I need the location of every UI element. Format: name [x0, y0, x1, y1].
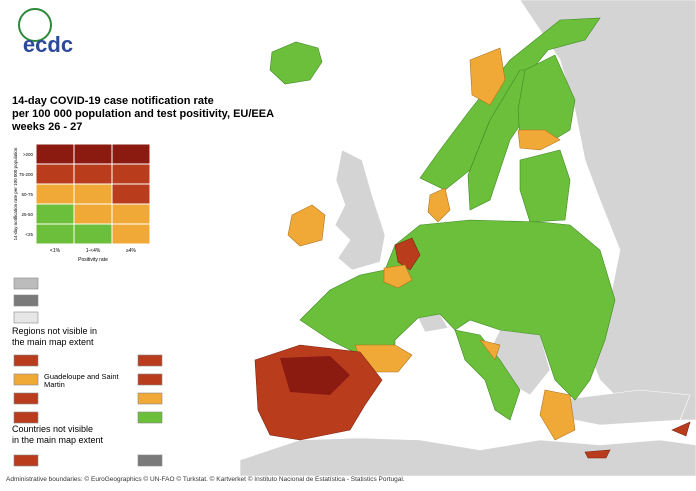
baltics: [519, 149, 571, 223]
legend-swatch: [13, 311, 39, 324]
legend-swatch: [13, 354, 39, 367]
finland: [517, 54, 576, 146]
legend-swatch: [137, 454, 163, 467]
legend-swatch: [13, 294, 39, 307]
matrix-cell: [111, 203, 151, 225]
footer: Administrative boundaries: © EuroGeograp…: [6, 475, 405, 483]
legend: Regions not visible in the main map exten…: [12, 277, 163, 467]
uk: [334, 149, 386, 271]
legend-swatch: [13, 277, 39, 290]
legend-swatch: [13, 411, 39, 424]
legend-swatch: [137, 373, 163, 386]
legend-swatch: [13, 454, 39, 467]
legend-heading: Countries not visible in the main map ext…: [12, 424, 104, 445]
ireland: [287, 204, 326, 247]
matrix-cell: [35, 163, 75, 185]
title: 14-day COVID-19 case notification ratepe…: [11, 95, 274, 133]
logo: ecdc: [23, 32, 73, 57]
matrix: >200 75-200 50-75 25-50 <25 <1% 1-<4% ≥4% Positi…: [13, 143, 151, 263]
matrix-cell: [73, 143, 113, 165]
legend-swatch: [137, 392, 163, 405]
title-line: weeks 26 - 27: [11, 121, 82, 133]
legend-swatch: [13, 373, 39, 386]
matrix-cell: [73, 223, 113, 245]
legend-label: Guadeloupe and Saint Martin: [44, 372, 120, 389]
iceland: [269, 41, 323, 85]
row-label: 75-200: [19, 172, 34, 177]
matrix-cell: [111, 183, 151, 205]
matrix-cell: [111, 223, 151, 245]
netherlands: [394, 237, 421, 271]
matrix-cell: [35, 203, 75, 225]
greece: [539, 389, 576, 441]
matrix-cell: [35, 143, 75, 165]
cyprus: [671, 421, 691, 437]
denmark: [427, 187, 451, 223]
matrix-cell: [73, 183, 113, 205]
matrix-cell: [111, 163, 151, 185]
title-line: 14-day COVID-19 case notification rate: [12, 95, 214, 107]
sweden-north: [469, 47, 506, 106]
legend-heading: Regions not visible in the main map exten…: [12, 326, 97, 347]
legend-swatch: [13, 392, 39, 405]
column-label: 1-<4%: [86, 248, 101, 254]
matrix-cell: [35, 183, 75, 205]
column-label: ≥4%: [126, 248, 137, 254]
legend-swatch: [137, 411, 163, 424]
row-label: >200: [23, 152, 34, 157]
row-label: 50-75: [21, 192, 33, 197]
crete: [584, 449, 611, 459]
matrix-cell: [73, 163, 113, 185]
y-axis-label: 14-day notification rate per 100 000 pop…: [13, 147, 18, 240]
matrix-cell: [35, 223, 75, 245]
x-axis-label: Positivity rate: [78, 257, 108, 263]
logo-globe: [18, 8, 52, 42]
title-line: per 100 000 population and test positivi…: [12, 108, 274, 120]
belgium: [383, 264, 413, 289]
row-label: <25: [25, 232, 33, 237]
legend-swatch: [137, 354, 163, 367]
row-label: 25-50: [21, 212, 33, 217]
matrix-cell: [111, 143, 151, 165]
finland-south: [517, 129, 561, 151]
north-africa: [239, 437, 696, 477]
column-label: <1%: [50, 248, 61, 254]
croatia: [479, 339, 501, 361]
spain-centre: [280, 356, 350, 395]
matrix-cell: [73, 203, 113, 225]
